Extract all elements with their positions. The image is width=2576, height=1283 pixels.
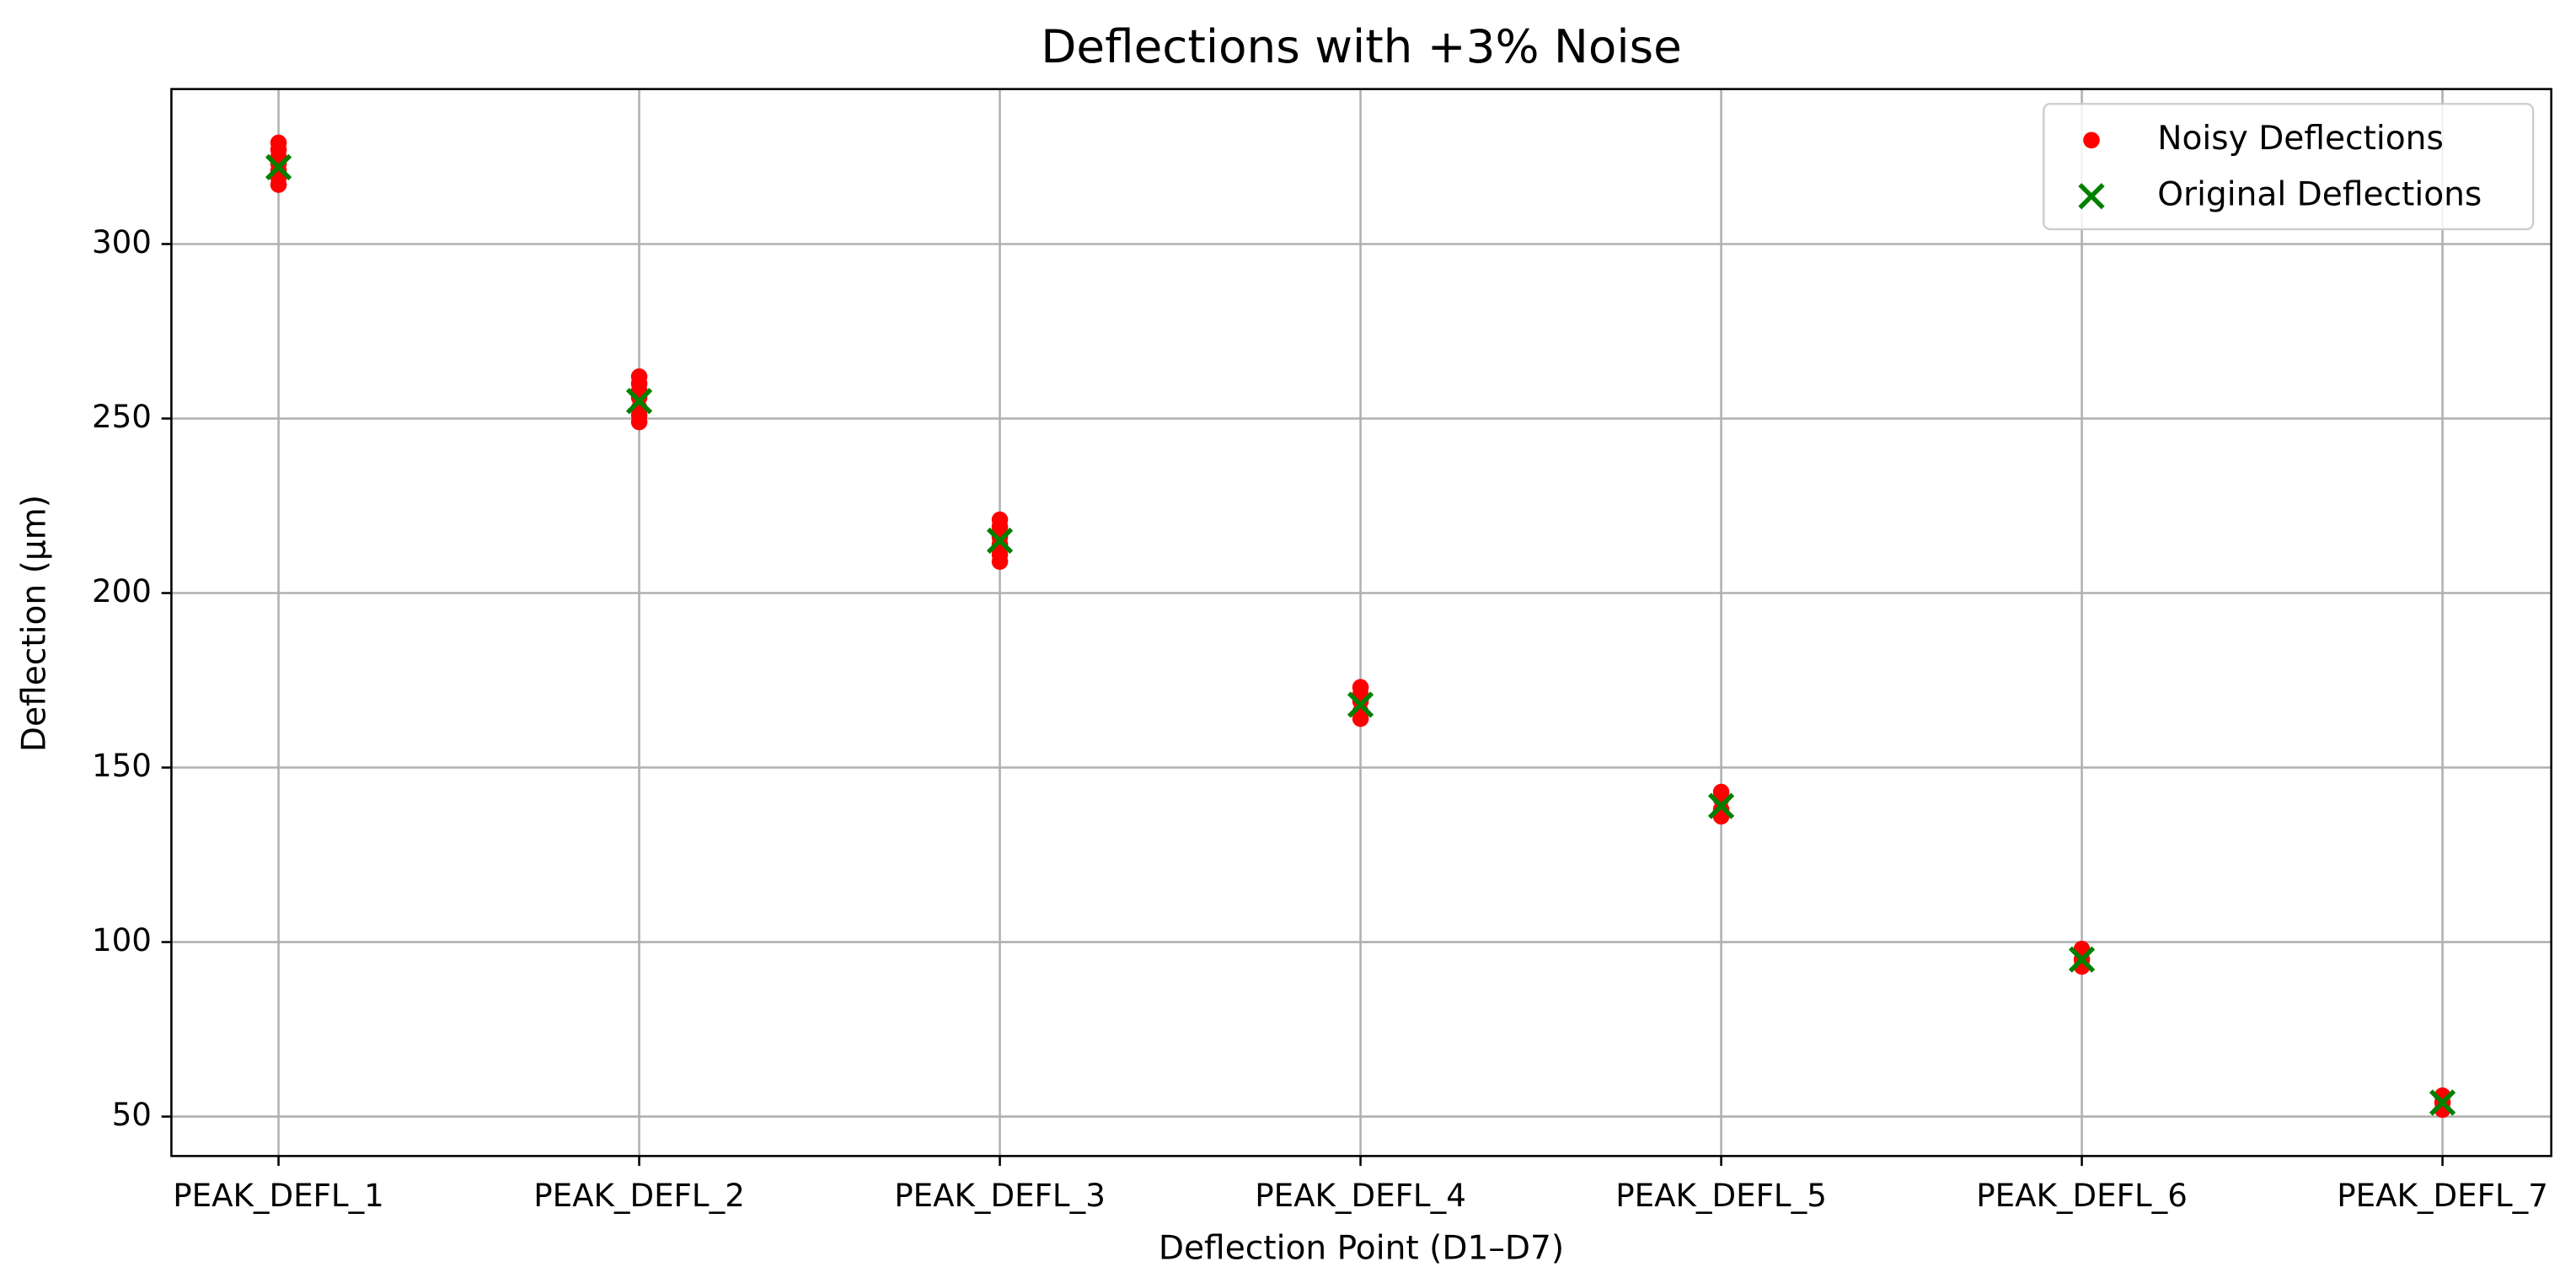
y-tick-label: 150 — [92, 748, 152, 784]
point — [2068, 946, 2096, 973]
chart-title: Deflections with +3% Noise — [1041, 19, 1682, 73]
legend-marker — [2078, 183, 2105, 210]
x-tick-label: PEAK_DEFL_3 — [894, 1178, 1106, 1214]
point — [1352, 679, 1369, 696]
point — [1347, 691, 1374, 718]
x-tick-label: PEAK_DEFL_5 — [1615, 1178, 1827, 1214]
point — [991, 511, 1009, 529]
marks — [265, 134, 2456, 1119]
legend-label: Noisy Deflections — [2157, 120, 2444, 158]
y-tick-label: 50 — [112, 1097, 152, 1133]
x-tick-label: PEAK_DEFL_7 — [2337, 1178, 2548, 1214]
y-tick-label: 200 — [92, 573, 152, 609]
y-tick-label: 250 — [92, 399, 152, 435]
y-axis-label: Deflection (µm) — [16, 495, 54, 752]
x-tick-label: PEAK_DEFL_4 — [1255, 1178, 1466, 1214]
legend: Noisy Deflections Original Deflections — [2043, 103, 2535, 231]
point — [1707, 792, 1735, 819]
legend-label: Original Deflections — [2157, 175, 2482, 213]
point — [986, 527, 1014, 555]
x-tick-label: PEAK_DEFL_1 — [173, 1178, 384, 1214]
point — [2429, 1089, 2456, 1116]
grid: 50 100 150 200 250 300 PEAK_DEFL_1 PEAK_DEFL_2 P… — [92, 89, 2552, 1214]
legend-box — [2043, 103, 2535, 231]
x-tick-label: PEAK_DEFL_6 — [1976, 1178, 2188, 1214]
point — [630, 368, 648, 385]
legend-marker — [2083, 132, 2100, 149]
x-axis-label: Deflection Point (D1–D7) — [1159, 1229, 1564, 1267]
plot-frame — [170, 88, 2552, 1157]
point — [270, 134, 287, 152]
y-tick-label: 100 — [92, 922, 152, 958]
x-tick-label: PEAK_DEFL_2 — [533, 1178, 745, 1214]
point — [265, 153, 292, 181]
y-tick-label: 300 — [92, 224, 152, 260]
point — [1712, 783, 1730, 801]
point — [625, 388, 653, 415]
